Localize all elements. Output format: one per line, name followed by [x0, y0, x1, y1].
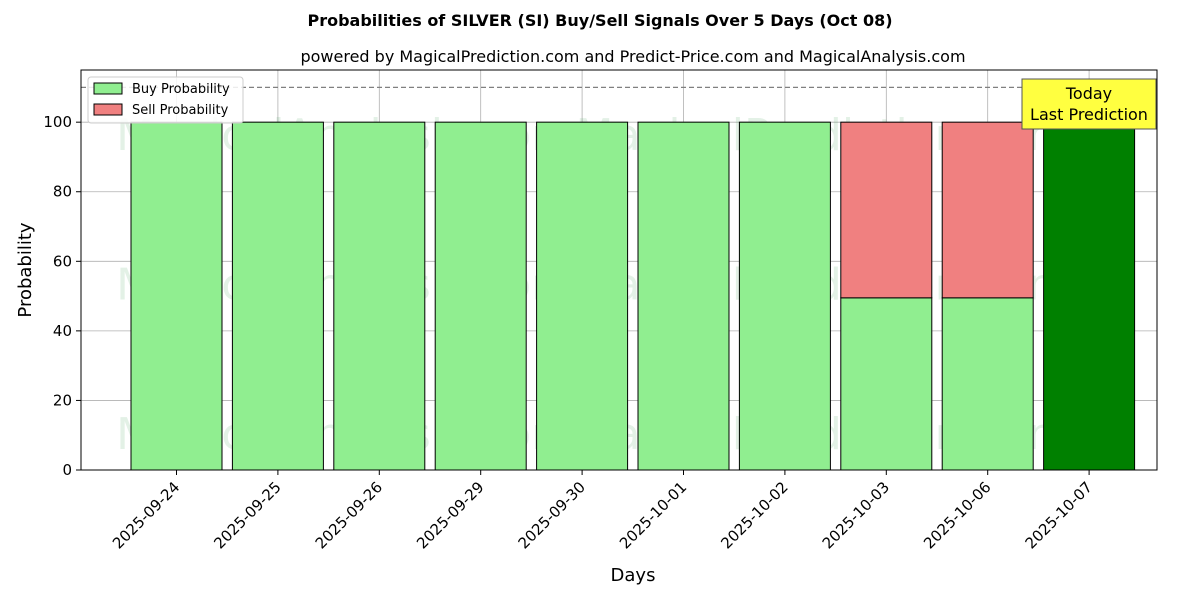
- bar-buy-2025-09-30: [536, 121, 629, 471]
- y-tick-label: 20: [53, 391, 72, 409]
- bar-buy-2025-10-03: [840, 297, 933, 471]
- x-axis-ticks: 2025-09-24 2025-09-25 2025-09-26 2025-09-29…: [109, 470, 1096, 552]
- x-tick-label: 2025-10-06: [920, 478, 994, 552]
- annotation-today: Today Last Prediction: [1021, 78, 1157, 130]
- x-tick-label: 2025-10-07: [1022, 478, 1096, 552]
- x-tick-label: 2025-09-30: [515, 478, 589, 552]
- bar-sell-2025-10-03: [840, 121, 933, 299]
- bar-buy-2025-10-01: [637, 121, 730, 471]
- legend-label-sell: Sell Probability: [132, 103, 229, 118]
- x-axis-label: Days: [611, 565, 656, 586]
- bar-buy-2025-09-24: [130, 121, 223, 471]
- x-tick-label: 2025-09-29: [413, 478, 487, 552]
- x-tick-label: 2025-09-26: [312, 478, 386, 552]
- y-tick-label: 80: [53, 183, 72, 201]
- y-tick-label: 100: [43, 113, 72, 131]
- legend-swatch-sell: [93, 103, 123, 116]
- legend: Buy Probability Sell Probability: [87, 76, 244, 124]
- y-axis-label: Probability: [15, 222, 36, 317]
- bar-buy-2025-09-25: [231, 121, 324, 471]
- x-tick-label: 2025-10-01: [616, 478, 690, 552]
- bars: [130, 121, 1136, 471]
- x-tick-label: 2025-09-25: [210, 478, 284, 552]
- bar-buy-2025-10-06: [941, 297, 1034, 471]
- x-tick-label: 2025-10-02: [717, 478, 791, 552]
- legend-label-buy: Buy Probability: [132, 82, 230, 97]
- y-tick-label: 0: [62, 461, 72, 479]
- chart-subtitle: powered by MagicalPrediction.com and Pre…: [300, 47, 965, 66]
- annotation-line2: Last Prediction: [1030, 105, 1148, 124]
- bar-buy-2025-09-26: [333, 121, 426, 471]
- legend-swatch-buy: [93, 82, 123, 95]
- annotation-box: [1021, 78, 1157, 130]
- legend-box: [87, 76, 244, 124]
- bar-sell-2025-10-06: [941, 121, 1034, 299]
- x-tick-label: 2025-09-24: [109, 478, 183, 552]
- bar-buy-2025-10-07: [1043, 121, 1136, 471]
- bar-buy-2025-09-29: [434, 121, 527, 471]
- chart-title: Probabilities of SILVER (SI) Buy/Sell Si…: [307, 11, 892, 30]
- annotation-line1: Today: [1065, 84, 1112, 103]
- bar-buy-2025-10-02: [738, 121, 831, 471]
- y-tick-label: 40: [53, 322, 72, 340]
- y-axis-ticks: 0 20 40 60 80 100: [43, 113, 81, 479]
- plot-frame: [80, 69, 1158, 471]
- x-tick-label: 2025-10-03: [819, 478, 893, 552]
- y-tick-label: 60: [53, 252, 72, 270]
